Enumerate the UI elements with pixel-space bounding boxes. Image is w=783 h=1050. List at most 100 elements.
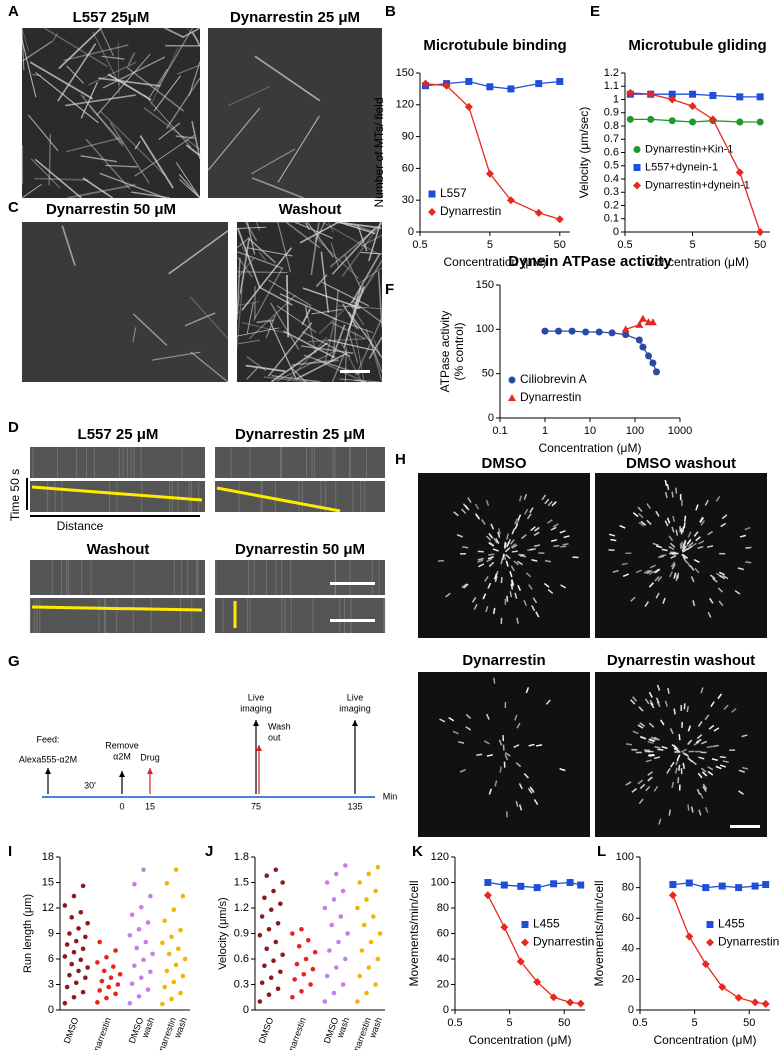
mito: [467, 497, 472, 504]
mito: [709, 574, 716, 580]
x-tick-label: 5: [692, 1017, 698, 1029]
panel-label: J: [205, 843, 213, 860]
mito: [515, 800, 519, 808]
point: [635, 320, 644, 328]
filament: [139, 135, 174, 189]
mito: [702, 785, 707, 792]
timeline-text: 75: [251, 801, 261, 811]
point: [336, 939, 341, 945]
y-axis-label: Velocity (μm/s): [217, 897, 229, 969]
point: [751, 998, 760, 1007]
point: [290, 931, 295, 936]
mito: [650, 736, 657, 741]
filament: [347, 331, 359, 364]
filament: [348, 303, 360, 310]
mito: [661, 548, 668, 552]
point: [635, 336, 643, 344]
y-tick-label: 0.9: [234, 927, 249, 939]
legend-label: Dynarrestin: [533, 935, 594, 949]
mito: [719, 574, 726, 580]
point: [688, 102, 697, 111]
mito: [637, 506, 643, 513]
mito: [553, 544, 560, 548]
filament: [236, 289, 243, 348]
x-tick-label: 50: [554, 239, 566, 251]
mito: [706, 545, 714, 548]
mito: [482, 593, 487, 600]
filament: [304, 305, 308, 319]
mito: [680, 748, 687, 753]
y-tick-label: 0: [443, 1004, 449, 1016]
panel-label: E: [590, 3, 600, 20]
point: [113, 948, 118, 953]
point: [273, 939, 279, 945]
mito: [516, 722, 521, 729]
mito: [471, 596, 477, 603]
mito: [699, 792, 704, 799]
point: [169, 996, 174, 1002]
legend-label: Dynarrestin: [520, 390, 581, 404]
point: [736, 93, 744, 101]
point: [736, 118, 744, 126]
micrograph: [418, 672, 590, 837]
mito: [485, 499, 490, 507]
mito: [639, 722, 646, 727]
filament: [330, 324, 346, 362]
x-tick-label: 5: [487, 239, 493, 251]
timeline-text: out: [268, 732, 281, 742]
point: [508, 376, 516, 384]
mito: [531, 605, 536, 612]
mito: [664, 700, 668, 707]
mito: [525, 572, 532, 578]
mito: [695, 536, 701, 542]
point: [97, 988, 102, 993]
point: [647, 115, 655, 123]
point: [106, 984, 112, 990]
x-tick-label: Dynarrestin: [283, 1016, 308, 1050]
filament: [254, 55, 321, 102]
mito: [647, 771, 654, 776]
mito: [718, 600, 724, 607]
point: [173, 962, 179, 968]
mito: [635, 569, 642, 574]
point: [266, 992, 272, 997]
mito: [653, 756, 661, 760]
mito: [655, 592, 660, 599]
filament: [31, 158, 61, 189]
filament: [151, 351, 201, 361]
filament: [156, 27, 194, 90]
mito: [664, 520, 669, 527]
mito: [700, 767, 707, 773]
mito: [461, 583, 468, 589]
filament: [246, 366, 259, 380]
mito: [653, 736, 660, 741]
point: [324, 973, 330, 979]
mito: [562, 543, 569, 546]
point: [338, 914, 344, 919]
mito: [632, 696, 638, 702]
filament: [350, 305, 365, 326]
filament: [158, 122, 181, 140]
mito: [700, 520, 706, 526]
mito: [670, 554, 677, 559]
filament: [269, 302, 300, 350]
panel-label: L: [597, 843, 606, 860]
legend-label: Dynarrestin+Kin-1: [645, 143, 733, 155]
y-tick-label: 90: [402, 131, 414, 143]
point: [500, 881, 508, 889]
y-axis-label: ATPase activity: [438, 311, 452, 393]
panel-label: G: [8, 653, 20, 670]
mito: [648, 753, 655, 757]
filament: [256, 319, 275, 324]
mito: [737, 567, 744, 571]
mito: [686, 706, 689, 713]
point: [310, 966, 316, 972]
mito: [477, 557, 484, 561]
mito: [670, 551, 677, 554]
mito: [552, 523, 559, 528]
mito: [646, 519, 652, 526]
mito: [437, 559, 445, 563]
mito: [696, 788, 701, 795]
mito: [531, 558, 538, 562]
mito: [550, 539, 558, 542]
